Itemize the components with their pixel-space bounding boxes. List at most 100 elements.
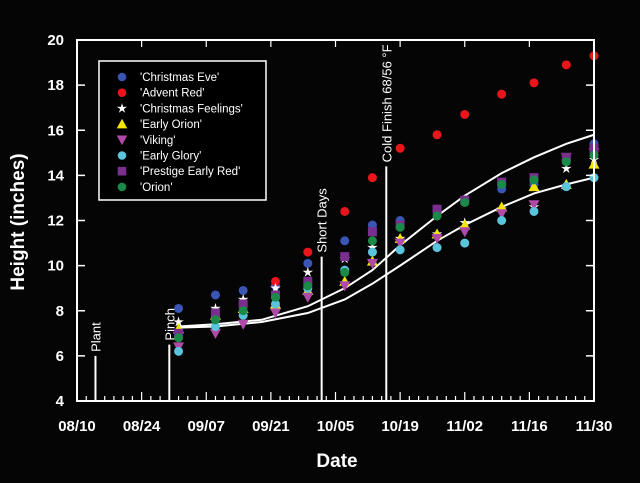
- square-marker: [210, 308, 220, 318]
- circle-marker: [529, 206, 539, 216]
- star-marker: [302, 266, 314, 277]
- triangle-up-marker: [528, 181, 540, 192]
- star-marker: [237, 293, 249, 304]
- star-marker: [210, 302, 221, 313]
- star-marker: [367, 242, 378, 253]
- circle-marker: [367, 236, 377, 246]
- y-tick-label: 20: [47, 32, 64, 49]
- x-tick-label: 10/05: [317, 418, 355, 435]
- square-marker: [174, 328, 184, 338]
- triangle-up-marker: [459, 219, 471, 230]
- circle-marker: [460, 238, 470, 248]
- y-tick-label: 18: [47, 77, 64, 94]
- annotation-label: Short Days: [315, 188, 330, 253]
- y-axis-title: Height (inches): [8, 153, 29, 290]
- legend: 'Christmas Eve' 'Advent Red' 'Christmas Fe…: [98, 60, 267, 201]
- circle-marker: [497, 89, 507, 99]
- circle-marker: [340, 267, 350, 277]
- star-marker: [561, 163, 572, 174]
- square-marker: [432, 204, 442, 214]
- circle-marker: [174, 303, 184, 313]
- circle-marker: [529, 78, 539, 88]
- triangle-up-marker: [496, 201, 508, 212]
- x-tick-label: 10/19: [381, 418, 419, 435]
- annotation-label: Cold Finish 68/56 °F: [379, 44, 394, 162]
- legend-label: 'Viking': [140, 135, 176, 147]
- circle-marker: [561, 60, 571, 70]
- y-tick-label: 4: [56, 393, 65, 410]
- square-marker: [117, 166, 127, 176]
- circle-marker: [210, 315, 220, 325]
- circle-marker: [529, 175, 539, 185]
- circle-marker: [460, 197, 470, 207]
- square-marker: [238, 299, 248, 309]
- circle-marker: [174, 333, 184, 343]
- x-tick-label: 11/16: [511, 418, 548, 435]
- circle-marker: [210, 290, 220, 300]
- circle-marker: [432, 243, 442, 253]
- circle-marker: [561, 157, 571, 167]
- x-tick-label: 09/07: [187, 418, 225, 435]
- y-tick-label: 14: [47, 167, 64, 184]
- circle-marker: [117, 88, 127, 97]
- x-axis-title: Date: [316, 451, 357, 472]
- x-tick-label: 08/24: [123, 418, 161, 435]
- circle-marker: [303, 258, 313, 268]
- x-tick-label: 09/21: [252, 418, 290, 435]
- x-tick-label: 11/02: [446, 418, 483, 435]
- square-marker: [340, 252, 350, 262]
- fit-curve: [178, 176, 595, 329]
- circle-marker: [395, 222, 405, 232]
- triangle-down-marker: [209, 328, 221, 339]
- series-orion: [174, 150, 599, 343]
- circle-marker: [367, 220, 377, 230]
- circle-marker: [210, 322, 220, 332]
- square-marker: [303, 276, 313, 286]
- annotation-label: Plant: [88, 322, 103, 352]
- legend-label: 'Advent Red': [140, 88, 205, 100]
- triangle-down-marker: [394, 238, 406, 249]
- triangle-down-marker: [237, 319, 249, 330]
- y-tick-label: 8: [56, 303, 64, 320]
- legend-label: 'Orion': [140, 182, 173, 194]
- circle-marker: [497, 216, 507, 225]
- star-marker: [116, 103, 128, 113]
- y-tick-label: 10: [47, 258, 64, 275]
- circle-marker: [117, 151, 127, 160]
- circle-marker: [367, 173, 377, 183]
- circle-marker: [174, 346, 184, 356]
- triangle-down-marker: [302, 292, 314, 303]
- circle-marker: [238, 306, 248, 316]
- y-tick-label: 6: [56, 348, 64, 365]
- triangle-down-marker: [459, 227, 471, 238]
- circle-marker: [270, 276, 280, 286]
- legend-label: 'Early Glory': [140, 151, 201, 163]
- triangle-up-marker: [116, 118, 128, 129]
- square-marker: [367, 227, 377, 237]
- circle-marker: [303, 281, 313, 291]
- circle-marker: [367, 247, 377, 257]
- axes: 4 6 8 10 12 14 16 18 20 08/10 08/24 09/07 09/21 10/05…: [47, 32, 612, 435]
- triangle-down-marker: [366, 258, 378, 269]
- legend-box: [98, 60, 267, 201]
- circle-marker: [395, 143, 405, 153]
- legend-label: 'Prestige Early Red': [140, 166, 240, 178]
- y-tick-label: 16: [47, 122, 64, 139]
- circle-marker: [432, 130, 442, 140]
- triangle-down-marker: [116, 135, 128, 146]
- circle-marker: [117, 72, 127, 82]
- triangle-down-marker: [431, 234, 443, 245]
- triangle-down-marker: [496, 209, 508, 220]
- legend-label: 'Early Orion': [140, 119, 202, 131]
- series-advent-red: [270, 51, 599, 286]
- circle-marker: [460, 109, 470, 119]
- star-marker: [270, 282, 281, 293]
- y-tick-label: 12: [47, 213, 64, 230]
- circle-marker: [561, 182, 571, 192]
- circle-marker: [432, 211, 442, 221]
- x-tick-label: 11/30: [576, 418, 613, 435]
- circle-marker: [270, 292, 280, 302]
- legend-label: 'Christmas Eve': [140, 72, 219, 84]
- circle-marker: [340, 236, 350, 246]
